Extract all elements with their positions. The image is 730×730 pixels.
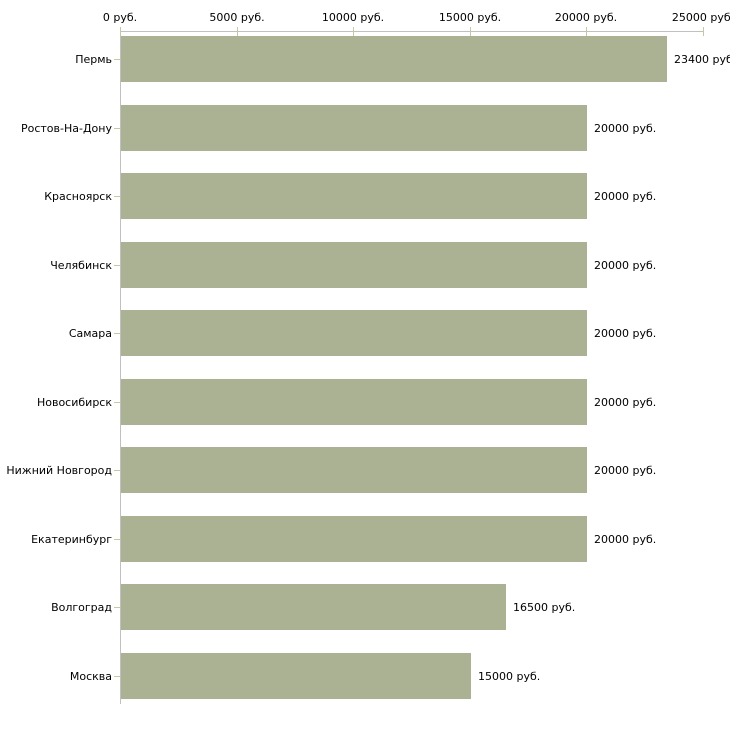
x-axis-tick-label: 25000 руб. xyxy=(671,11,730,24)
x-axis-tick xyxy=(237,27,238,36)
value-label: 16500 руб. xyxy=(513,600,576,614)
category-label: Волгоград xyxy=(51,600,112,614)
value-label: 15000 руб. xyxy=(478,669,541,683)
category-label: Нижний Новгород xyxy=(6,463,112,477)
bar xyxy=(121,173,587,219)
category-label: Самара xyxy=(68,326,112,340)
category-tick xyxy=(114,539,120,540)
category-label: Пермь xyxy=(75,52,112,66)
bar xyxy=(121,584,506,630)
bar xyxy=(121,36,667,82)
category-tick xyxy=(114,470,120,471)
category-label: Красноярск xyxy=(44,189,112,203)
value-label: 20000 руб. xyxy=(594,121,657,135)
bar xyxy=(121,516,587,562)
x-axis-line xyxy=(120,31,704,32)
category-tick xyxy=(114,265,120,266)
bar xyxy=(121,105,587,151)
category-tick xyxy=(114,333,120,334)
category-tick xyxy=(114,676,120,677)
category-label: Ростов-На-Дону xyxy=(20,121,112,135)
value-label: 20000 руб. xyxy=(594,532,657,546)
x-axis-tick-label: 5000 руб. xyxy=(209,11,265,24)
category-label: Екатеринбург xyxy=(31,532,112,546)
x-axis-tick xyxy=(120,27,121,36)
bar xyxy=(121,653,471,699)
bar xyxy=(121,447,587,493)
x-axis-tick-label: 10000 руб. xyxy=(321,11,385,24)
category-tick xyxy=(114,607,120,608)
category-tick xyxy=(114,196,120,197)
category-label: Новосибирск xyxy=(36,395,112,409)
category-tick xyxy=(114,59,120,60)
x-axis-tick xyxy=(586,27,587,36)
value-label: 20000 руб. xyxy=(594,326,657,340)
value-label: 23400 руб. xyxy=(674,52,730,66)
x-axis-tick-label: 20000 руб. xyxy=(554,11,618,24)
category-label: Челябинск xyxy=(50,258,112,272)
category-tick xyxy=(114,128,120,129)
x-axis-tick-label: 0 руб. xyxy=(102,11,138,24)
category-tick xyxy=(114,402,120,403)
value-label: 20000 руб. xyxy=(594,463,657,477)
y-axis-line xyxy=(120,31,121,704)
value-label: 20000 руб. xyxy=(594,189,657,203)
x-axis-tick xyxy=(703,27,704,36)
value-label: 20000 руб. xyxy=(594,258,657,272)
category-label: Москва xyxy=(69,669,112,683)
x-axis-tick xyxy=(353,27,354,36)
x-axis-tick xyxy=(470,27,471,36)
bar xyxy=(121,379,587,425)
value-label: 20000 руб. xyxy=(594,395,657,409)
bar xyxy=(121,310,587,356)
x-axis-tick-label: 15000 руб. xyxy=(438,11,502,24)
bar xyxy=(121,242,587,288)
